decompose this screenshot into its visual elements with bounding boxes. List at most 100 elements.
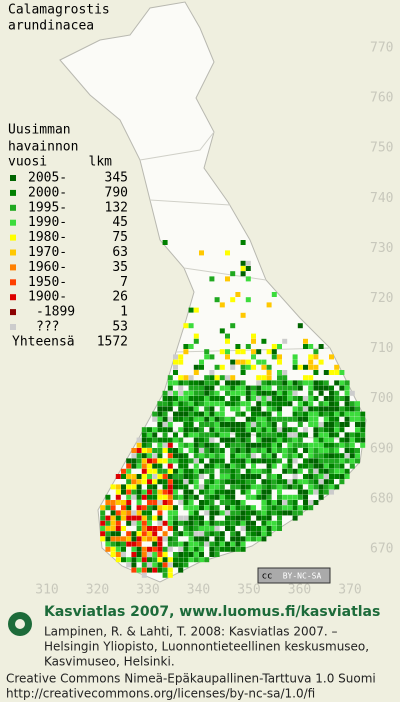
observation-square xyxy=(313,437,319,443)
observation-square xyxy=(173,354,178,360)
observation-square xyxy=(225,333,230,339)
observation-square xyxy=(131,448,137,453)
observation-square xyxy=(355,453,360,459)
observation-square xyxy=(225,432,230,438)
observation-square xyxy=(126,541,132,547)
observation-square xyxy=(303,344,308,349)
observation-square xyxy=(277,510,282,516)
observation-square xyxy=(256,536,262,542)
observation-square xyxy=(261,385,267,391)
observation-square xyxy=(256,531,262,537)
observation-square xyxy=(245,359,251,365)
observation-square xyxy=(266,442,272,448)
grid-label-y: 740 xyxy=(370,191,393,206)
observation-square xyxy=(251,333,256,339)
observation-square xyxy=(141,505,147,511)
observation-square xyxy=(157,401,163,407)
observation-square xyxy=(308,344,314,349)
observation-square xyxy=(162,396,168,401)
legend-swatch xyxy=(10,175,16,181)
observation-square xyxy=(173,526,178,531)
observation-square xyxy=(162,468,168,474)
observation-square xyxy=(303,380,308,386)
legend-total-label: Yhteensä xyxy=(12,335,75,350)
observation-square xyxy=(245,536,251,542)
observation-square xyxy=(167,385,173,391)
observation-square xyxy=(152,453,158,459)
observation-square xyxy=(167,557,173,563)
observation-square xyxy=(167,489,173,495)
citation: Helsingin Yliopisto, Luonnontieteellinen… xyxy=(44,640,369,654)
observation-square xyxy=(323,437,329,443)
observation-square xyxy=(329,474,334,479)
observation-square xyxy=(318,380,324,386)
observation-square xyxy=(245,344,251,349)
observation-square xyxy=(323,474,329,479)
observation-square xyxy=(152,552,158,557)
observation-square xyxy=(183,422,189,427)
observation-square xyxy=(277,427,282,433)
observation-square xyxy=(178,406,184,412)
observation-square xyxy=(152,494,158,500)
observation-square xyxy=(287,448,293,453)
observation-square xyxy=(188,307,194,313)
region-border xyxy=(139,131,215,161)
grid-label-y: 760 xyxy=(370,91,393,106)
observation-square xyxy=(219,448,225,453)
observation-square xyxy=(334,474,340,479)
observation-square xyxy=(271,463,277,469)
observation-square xyxy=(329,463,334,469)
observation-square xyxy=(318,453,324,459)
observation-square xyxy=(292,479,298,485)
observation-square xyxy=(355,401,360,407)
region-border xyxy=(149,199,231,206)
observation-square xyxy=(188,344,194,349)
observation-square xyxy=(266,474,272,479)
observation-square xyxy=(183,468,189,474)
legend-heading: havainnon xyxy=(8,140,78,155)
observation-square xyxy=(251,422,256,427)
observation-square xyxy=(334,380,340,386)
observation-square xyxy=(204,416,210,422)
observation-square xyxy=(152,479,158,485)
observation-square xyxy=(245,297,251,303)
observation-square xyxy=(121,468,126,474)
observation-square xyxy=(162,520,168,526)
observation-square xyxy=(199,520,204,526)
observation-square xyxy=(162,505,168,511)
observation-square xyxy=(209,552,215,557)
observation-square xyxy=(115,510,121,516)
observation-square xyxy=(199,474,204,479)
observation-square xyxy=(230,437,236,443)
observation-square xyxy=(147,505,152,511)
observation-square xyxy=(313,396,319,401)
observation-square xyxy=(193,520,199,526)
observation-square xyxy=(199,505,204,511)
observation-square xyxy=(292,474,298,479)
observation-square xyxy=(115,536,121,542)
observation-square xyxy=(167,494,173,500)
observation-square xyxy=(199,546,204,552)
observation-square xyxy=(344,396,350,401)
observation-square xyxy=(214,526,220,531)
observation-square xyxy=(344,390,350,396)
observation-square xyxy=(136,479,142,485)
observation-square xyxy=(115,526,121,531)
observation-square xyxy=(297,494,303,500)
observation-square xyxy=(157,448,163,453)
observation-square xyxy=(256,484,262,490)
observation-square xyxy=(282,375,288,381)
observation-square xyxy=(313,448,319,453)
observation-square xyxy=(126,520,132,526)
observation-square xyxy=(323,479,329,485)
observation-square xyxy=(303,500,308,505)
observation-square xyxy=(157,526,163,531)
observation-square xyxy=(136,541,142,547)
observation-square xyxy=(193,479,199,485)
observation-square xyxy=(297,505,303,511)
observation-square xyxy=(193,385,199,391)
observation-square xyxy=(214,396,220,401)
observation-square xyxy=(303,442,308,448)
observation-square xyxy=(277,432,282,438)
observation-square xyxy=(261,494,267,500)
